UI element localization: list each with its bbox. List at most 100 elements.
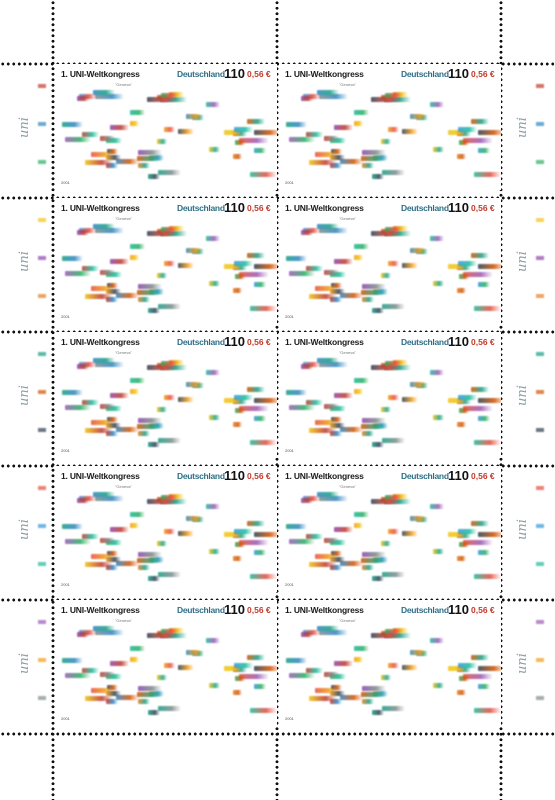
flag-blur-mark (147, 442, 160, 448)
flag-blur-mark (361, 284, 386, 290)
flag-blur-mark (247, 252, 265, 258)
flag-blur-mark (289, 137, 316, 143)
stamp-country: Deutschland (401, 69, 449, 79)
flag-blur-mark (289, 405, 316, 411)
stamp-value-pf: 110 (224, 602, 245, 617)
flag-blur-mark (105, 431, 118, 437)
flag-blur-mark (354, 110, 369, 116)
flag-blur-mark (106, 423, 122, 429)
flag-blur-mark (457, 662, 477, 668)
flag-blur-mark (158, 571, 182, 577)
stamp-value-pf: 110 (448, 200, 469, 215)
flag-blur-mark (106, 417, 119, 423)
flag-blur-mark (137, 156, 163, 162)
stamp-country: Deutschland (401, 471, 449, 481)
flag-blur-mark (77, 230, 90, 236)
flag-blur-mark (129, 656, 140, 662)
margin-logo: uni (514, 117, 530, 138)
flag-blur-mark (82, 668, 100, 674)
flag-blur-mark (233, 260, 253, 266)
margin-logo: uni (514, 653, 530, 674)
flag-blur-mark (91, 152, 115, 158)
flag-blur-mark (473, 707, 501, 713)
flag-blur-mark (319, 94, 348, 100)
flag-blur-mark (109, 527, 130, 533)
flag-blur-mark (457, 126, 477, 132)
flag-blur-mark (409, 649, 426, 655)
flag-blur-mark (91, 554, 115, 560)
stamp-value-pf: 110 (448, 66, 469, 81)
margin-color-bar (536, 160, 544, 164)
flag-blur-mark (362, 565, 375, 571)
margin-color-bar (536, 84, 544, 88)
flag-blur-mark (448, 129, 467, 135)
flag-blur-mark (457, 689, 467, 695)
flag-blur-mark (371, 174, 384, 180)
flag-blur-mark (95, 496, 124, 502)
flag-blur-mark (137, 290, 163, 296)
flag-blur-mark (147, 308, 160, 314)
flag-blur-mark (233, 153, 243, 159)
flag-blur-mark (224, 129, 243, 135)
margin-color-bar (38, 218, 46, 222)
flag-blur-mark (163, 261, 175, 267)
margin-color-bar (38, 256, 46, 260)
flag-blur-mark (233, 555, 243, 561)
flag-blur-mark (138, 163, 151, 169)
flag-blur-mark (301, 96, 314, 102)
flag-blur-mark (286, 657, 308, 663)
flag-blur-mark (163, 127, 175, 133)
flag-blur-mark (340, 292, 363, 298)
flag-blur-mark (208, 147, 220, 153)
flag-blur-mark (137, 686, 162, 692)
flag-blur-mark (178, 530, 195, 536)
flag-blur-mark (65, 539, 92, 545)
flag-blur-mark (471, 520, 489, 526)
flag-blur-mark (330, 149, 343, 155)
flag-blur-mark (463, 271, 494, 277)
flag-blur-mark (129, 120, 140, 126)
flag-blur-mark (324, 270, 339, 276)
stamp-value-eur: 0,56 € (471, 605, 495, 615)
flag-blur-mark (478, 532, 501, 538)
flag-blur-mark (106, 685, 119, 691)
flag-blur-mark (402, 262, 419, 268)
flag-blur-mark (163, 663, 175, 669)
stamp: 1. UNI-Weltkongress Deutschland 110 0,56 € "… (55, 466, 277, 592)
flag-blur-mark (330, 691, 346, 697)
flag-blur-mark (333, 125, 354, 131)
stamp: 1. UNI-Weltkongress Deutschland 110 0,56 € "… (55, 198, 277, 324)
flag-blur-mark (385, 361, 402, 367)
margin-color-bar (536, 428, 544, 432)
flag-blur-mark (478, 281, 490, 287)
flag-blur-mark (471, 654, 489, 660)
flag-blur-mark (459, 542, 470, 548)
flag-blur-mark (402, 530, 419, 536)
flag-blur-mark (158, 705, 182, 711)
flag-blur-mark (370, 230, 401, 236)
flag-blur-mark (178, 664, 195, 670)
stamp-value-pf: 110 (448, 468, 469, 483)
flag-blur-mark (309, 695, 338, 701)
flag-blur-mark (233, 394, 253, 400)
flag-blur-mark (457, 555, 467, 561)
flag-blur-mark (161, 361, 178, 367)
stamp: 1. UNI-Weltkongress Deutschland 110 0,56 € "… (279, 600, 501, 726)
flag-blur-mark (109, 661, 130, 667)
flag-blur-mark (129, 388, 140, 394)
stamp-year: 2001 (285, 180, 294, 185)
stamp-country: Deutschland (401, 605, 449, 615)
margin-color-bar (536, 620, 544, 624)
flag-blur-mark (309, 561, 338, 567)
flag-blur-mark (233, 528, 253, 534)
flag-blur-mark (77, 632, 90, 638)
flag-blur-mark (319, 228, 348, 234)
flag-blur-mark (161, 629, 178, 635)
flag-blur-mark (185, 649, 202, 655)
stamp-year: 2001 (61, 716, 70, 721)
flag-blur-mark (235, 140, 246, 146)
stamp-title: 1. UNI-Weltkongress (285, 337, 364, 347)
flag-blur-mark (387, 663, 399, 669)
flag-blur-mark (429, 101, 444, 107)
margin-color-bar (536, 218, 544, 222)
